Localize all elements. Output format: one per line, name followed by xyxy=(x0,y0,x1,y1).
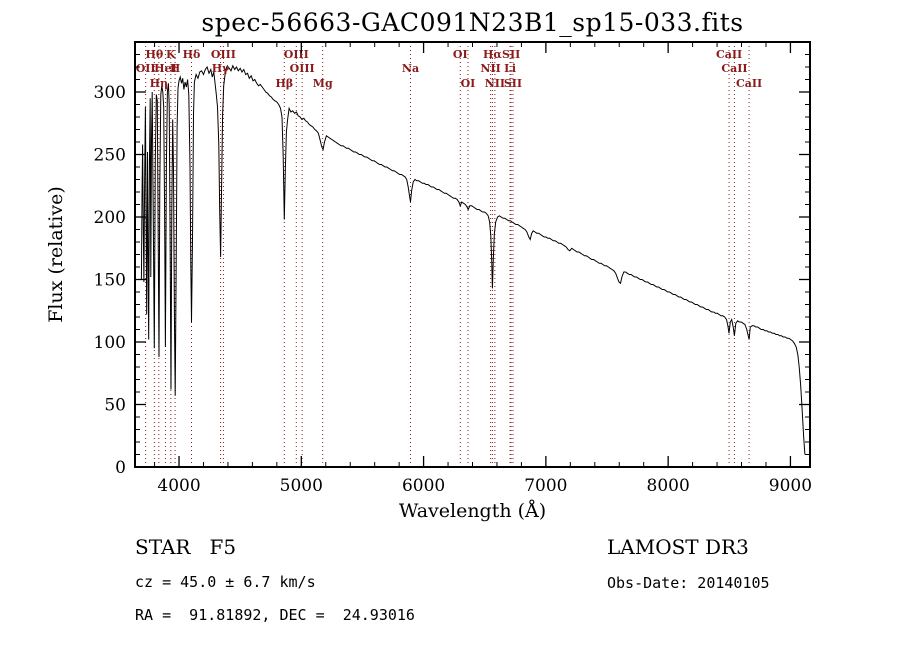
spectral-line-label: SII xyxy=(504,77,522,90)
obs-date-text: Obs-Date: 20140105 xyxy=(607,574,770,592)
y-tick-label: 300 xyxy=(94,83,126,103)
y-tick-label: 0 xyxy=(115,458,126,478)
spectral-line-label: Mg xyxy=(313,77,333,90)
spectral-line-label: K xyxy=(166,48,176,61)
spectral-line-label: Na xyxy=(402,62,419,75)
spectral-line-label: Hδ xyxy=(183,48,201,61)
spectral-line-label: OIII xyxy=(290,62,315,75)
classification-text: STAR F5 xyxy=(135,535,237,559)
spectral-line-label: Hγ xyxy=(212,62,230,75)
y-tick-label: 250 xyxy=(94,146,126,166)
x-axis-label: Wavelength (Å) xyxy=(399,500,546,522)
y-tick-label: 200 xyxy=(94,208,126,228)
x-tick-label: 7000 xyxy=(524,476,567,496)
plot-title: spec-56663-GAC091N23B1_sp15-033.fits xyxy=(201,8,744,37)
spectral-line-label: OIII xyxy=(284,48,309,61)
spectral-line-label: OIII xyxy=(211,48,236,61)
x-tick-label: 5000 xyxy=(280,476,323,496)
redshift-velocity-text: cz = 45.0 ± 6.7 km/s xyxy=(135,573,316,591)
spectral-line-label: Li xyxy=(504,62,516,75)
spectral-line-label: CaII xyxy=(736,77,762,90)
spectral-line-label: Hθ xyxy=(145,48,163,61)
spectral-line-label: CaII xyxy=(716,48,742,61)
flux-curve xyxy=(140,64,806,455)
spectral-line-label: Hα xyxy=(483,48,502,61)
spectral-line-label: Hη xyxy=(150,77,168,90)
y-tick-label: 100 xyxy=(94,333,126,353)
spectral-line-label: NII xyxy=(480,62,500,75)
x-tick-label: 8000 xyxy=(647,476,690,496)
spectral-line-label: OI xyxy=(453,48,468,61)
y-tick-label: 150 xyxy=(94,271,126,291)
survey-text: LAMOST DR3 xyxy=(607,535,749,559)
spectral-line-label: OII xyxy=(136,62,156,75)
spectral-line-label: H xyxy=(170,62,180,75)
ra-dec-text: RA = 91.81892, DEC = 24.93016 xyxy=(135,606,415,624)
spectral-line-label: OI xyxy=(461,77,476,90)
spectral-line-label: CaII xyxy=(721,62,747,75)
y-axis-label: Flux (relative) xyxy=(45,186,67,323)
spectral-line-label: Hβ xyxy=(275,77,293,90)
plot-frame xyxy=(134,41,811,468)
spectral-line-label: SII xyxy=(502,48,520,61)
spectral-line-label: HeI xyxy=(154,62,177,75)
x-tick-label: 4000 xyxy=(157,476,200,496)
spectral-line-label: NII xyxy=(485,77,505,90)
x-tick-label: 6000 xyxy=(402,476,445,496)
x-tick-label: 9000 xyxy=(769,476,812,496)
y-tick-label: 50 xyxy=(104,396,126,416)
